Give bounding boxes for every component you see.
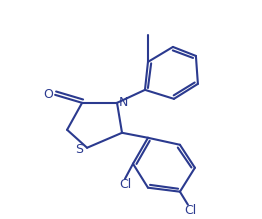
Text: Cl: Cl [184, 204, 196, 217]
Text: S: S [75, 143, 83, 156]
Text: Cl: Cl [119, 178, 131, 191]
Text: O: O [43, 88, 53, 101]
Text: N: N [118, 96, 128, 109]
